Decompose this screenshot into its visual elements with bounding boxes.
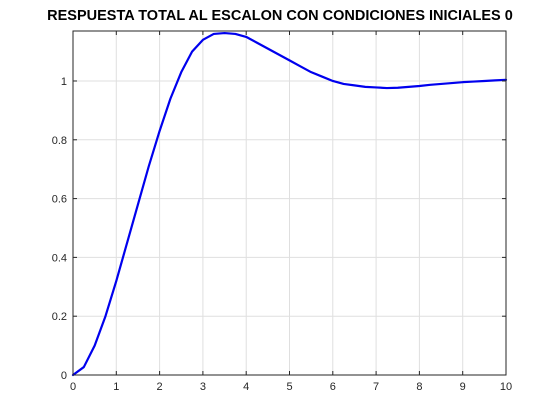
x-tick-label: 9 [460, 381, 466, 393]
x-tick-label: 4 [243, 381, 249, 393]
chart-title: RESPUESTA TOTAL AL ESCALON CON CONDICION… [47, 8, 513, 24]
y-tick-label: 0.4 [52, 252, 67, 264]
x-tick-label: 0 [70, 381, 76, 393]
y-tick-label: 0.8 [52, 135, 67, 147]
series-line [71, 31, 508, 377]
x-tick-label: 8 [416, 381, 422, 393]
y-tick-label: 1 [61, 76, 67, 88]
y-tick-label: 0 [61, 370, 67, 382]
x-tick-label: 7 [373, 381, 379, 393]
y-tick-label: 0.6 [52, 194, 67, 206]
y-tick-label: 0.2 [52, 311, 67, 323]
x-tick-label: 2 [157, 381, 163, 393]
x-tick-label: 6 [330, 381, 336, 393]
x-tick-label: 1 [113, 381, 119, 393]
x-tick-label: 5 [286, 381, 292, 393]
x-tick-label: 3 [200, 381, 206, 393]
x-tick-label: 10 [500, 381, 512, 393]
